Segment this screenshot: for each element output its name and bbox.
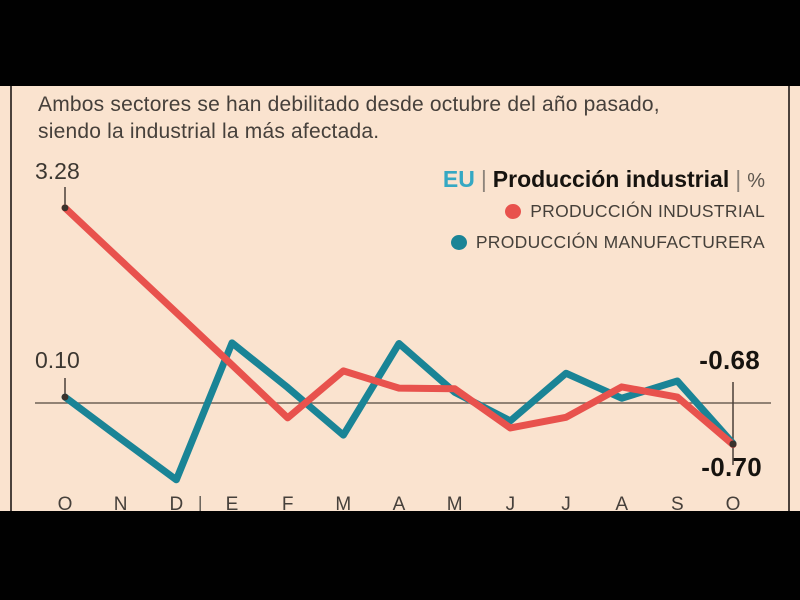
x-axis-label: F [281,494,294,515]
title-separator-2: | [735,166,742,192]
start-marker-industrial [61,204,69,212]
series-line-industrial [61,204,737,449]
x-axis-label: E [225,494,239,515]
start-marker-manufacturera [61,393,69,401]
panel-right-rule [788,86,790,511]
x-axis-label: S [670,494,684,515]
x-axis-label: J [561,494,571,515]
series-line-manufacturera [61,339,737,484]
chart-subtitle: Ambos sectores se han debilitado desde o… [38,91,660,145]
subtitle-line-1: Ambos sectores se han debilitado desde o… [38,93,660,116]
end-value-industrial: -0.70 [701,452,762,482]
x-axis-label: O [57,494,73,515]
title-separator: | [480,166,487,192]
title-name: Producción industrial [492,166,730,192]
x-axis-label: A [392,494,406,515]
x-axis-label: A [615,494,628,515]
legend-item-manufacturera: PRODUCCIÓN MANUFACTURERA [450,227,765,258]
title-unit: % [747,170,765,192]
x-axis-label: M [446,494,463,515]
industrial-legend-dot-icon [505,204,522,219]
letterbox-top [0,0,800,86]
end-value-manufacturera: -0.68 [699,345,760,375]
line-chart [35,187,771,484]
start-value-manufacturera: 0.10 [35,347,80,373]
x-axis-label: O [725,494,741,515]
x-axis-label: D [169,494,184,515]
end-marker [729,440,737,448]
manufacturera-legend-dot-icon [450,235,467,250]
year-separator: | [197,494,203,515]
panel-left-rule [10,86,12,511]
chart-title: EU | Producción industrial |% [443,166,765,193]
title-region: EU [442,166,475,192]
x-axis-label: N [113,494,128,515]
subtitle-line-2: siendo la industrial la más afectada. [38,120,380,143]
x-axis-label: J [505,494,516,515]
legend-label-industrial: PRODUCCIÓN INDUSTRIAL [530,201,765,221]
legend-item-industrial: PRODUCCIÓN INDUSTRIAL [451,196,765,227]
legend-label-manufacturera: PRODUCCIÓN MANUFACTURERA [475,232,765,252]
x-axis-label: M [335,494,352,515]
x-axis: O N D | E F M A M J J A S O [0,494,800,519]
chart-legend: PRODUCCIÓN INDUSTRIAL PRODUCCIÓN MANUFAC… [450,196,765,258]
chart-panel: Ambos sectores se han debilitado desde o… [0,86,800,515]
start-value-industrial: 3.28 [35,158,80,184]
letterbox-bottom [0,511,800,600]
